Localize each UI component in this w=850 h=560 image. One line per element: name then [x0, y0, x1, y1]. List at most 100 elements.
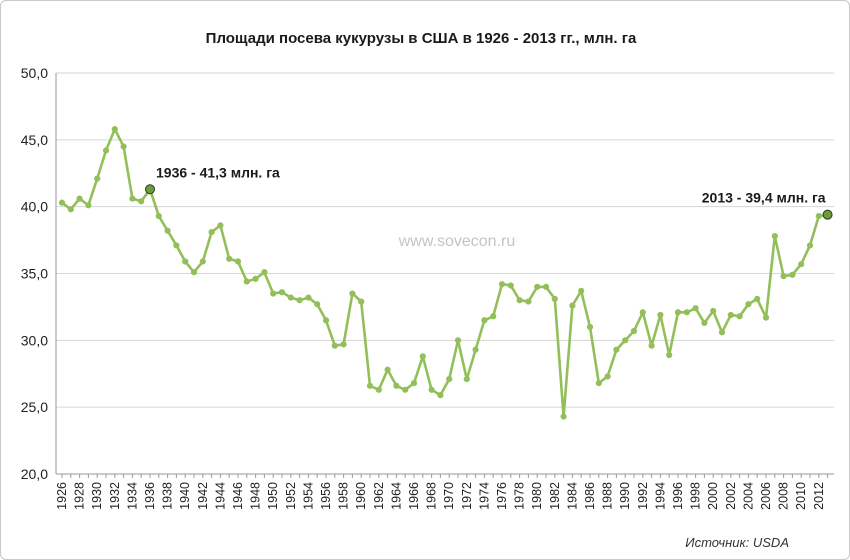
data-point	[613, 346, 620, 353]
x-tick-label: 1952	[284, 482, 298, 510]
data-point	[402, 386, 409, 393]
data-point	[305, 294, 312, 301]
data-point	[419, 353, 426, 360]
y-tick-label: 50,0	[21, 65, 48, 81]
data-point	[164, 227, 171, 234]
data-point	[534, 283, 541, 290]
x-tick-label: 1944	[213, 482, 227, 510]
data-point	[454, 337, 462, 344]
x-tick-label: 1984	[565, 482, 579, 510]
data-point	[806, 242, 814, 249]
data-point	[76, 195, 83, 202]
x-tick-label: 1978	[513, 482, 527, 510]
highlight-label: 1936 - 41,3 млн. га	[156, 164, 280, 180]
annotations: 1936 - 41,3 млн. га 2013 - 39,4 млн. га	[145, 164, 833, 220]
data-point	[120, 143, 127, 150]
chart-title: Площади посева кукурузы в США в 1926 - 2…	[206, 30, 637, 47]
x-tick-label: 1994	[653, 482, 667, 510]
x-tick-label: 1974	[477, 482, 491, 510]
data-point	[560, 413, 567, 420]
x-tick-label: 1982	[548, 482, 562, 510]
data-point	[261, 269, 268, 276]
data-point	[67, 206, 74, 213]
data-point	[657, 311, 664, 319]
data-point	[331, 342, 338, 349]
data-point	[674, 309, 682, 316]
data-point	[226, 255, 233, 262]
x-tick-label: 1996	[671, 482, 685, 510]
data-point	[481, 317, 488, 324]
data-point	[648, 342, 655, 349]
x-tick-label: 1934	[125, 482, 139, 510]
x-tick-label: 1962	[372, 482, 386, 510]
data-point	[296, 297, 303, 304]
x-tick-label: 1946	[231, 482, 245, 510]
data-point	[551, 295, 558, 302]
data-point	[542, 283, 550, 290]
data-point	[745, 301, 752, 308]
y-tick-label: 35,0	[21, 266, 48, 282]
highlight-point	[145, 184, 155, 195]
data-point	[428, 386, 435, 393]
data-point	[94, 175, 101, 182]
x-tick-label: 1936	[143, 482, 157, 510]
source-note: Источник: USDA	[685, 535, 789, 550]
data-point	[129, 195, 136, 202]
gridlines	[56, 72, 834, 408]
data-point	[586, 323, 594, 331]
data-point	[516, 297, 523, 304]
data-point	[498, 281, 506, 288]
x-tick-label: 1988	[601, 482, 615, 510]
data-point	[622, 337, 629, 344]
x-tick-label: 1976	[495, 482, 509, 510]
x-axis-ticks: 1926 1928 1930 1932 1934 1936 1938 1940 1942 1944…	[55, 482, 826, 510]
data-point	[578, 287, 585, 294]
data-point	[138, 198, 145, 205]
x-tick-label: 1986	[583, 482, 597, 510]
data-point	[736, 313, 743, 320]
data-point	[384, 366, 391, 373]
data-point	[754, 295, 761, 302]
data-point	[789, 271, 796, 278]
data-point	[727, 311, 734, 319]
data-point	[173, 242, 180, 249]
data-point	[771, 232, 778, 240]
y-axis-ticks: 20,0 25,0 30,0 35,0 40,0 45,0 50,0	[21, 65, 48, 482]
data-point	[111, 126, 118, 133]
data-point	[798, 261, 805, 268]
x-tick-label: 1964	[389, 482, 403, 510]
x-tick-label: 1970	[442, 482, 456, 510]
y-tick-label: 40,0	[21, 199, 48, 215]
x-tick-label: 1948	[249, 482, 263, 510]
watermark-text: www.sovecon.ru	[398, 233, 516, 250]
data-point	[217, 222, 224, 229]
x-tick-label: 1930	[90, 482, 104, 510]
x-tick-label: 2002	[724, 482, 738, 510]
x-tick-label: 1928	[73, 482, 87, 510]
x-tick-label: 2006	[759, 482, 773, 510]
x-tick-label: 2004	[741, 482, 755, 510]
x-tick-label: 1960	[354, 482, 368, 510]
data-point	[155, 212, 162, 220]
data-point	[683, 309, 690, 316]
x-tick-label: 2012	[812, 482, 826, 510]
x-tick-label: 1972	[460, 482, 474, 510]
data-point	[630, 327, 638, 335]
data-point	[525, 298, 532, 305]
x-tick-label: 1942	[196, 482, 210, 510]
data-point	[463, 375, 470, 383]
data-point	[234, 258, 242, 265]
data-point	[718, 329, 726, 336]
data-point	[710, 307, 717, 315]
data-point	[595, 380, 602, 387]
x-tick-label: 2010	[794, 482, 808, 510]
data-point	[322, 317, 330, 324]
data-point	[314, 301, 321, 308]
data-point	[375, 386, 382, 393]
x-tick-label: 1990	[618, 482, 632, 510]
data-point	[252, 275, 259, 282]
x-tick-label: 1950	[266, 482, 280, 510]
data-point	[102, 147, 110, 154]
x-tick-label: 2008	[777, 482, 791, 510]
